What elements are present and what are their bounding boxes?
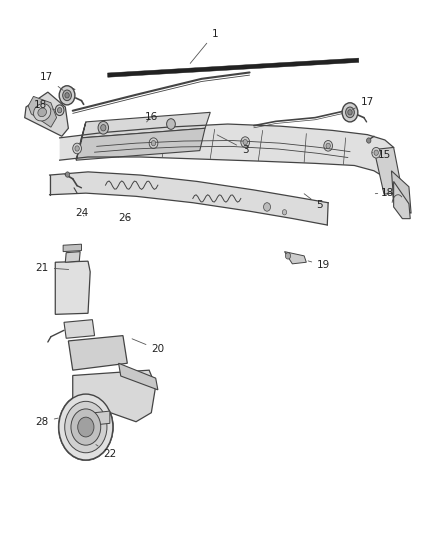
- Text: 3: 3: [217, 135, 248, 155]
- Text: 20: 20: [132, 339, 164, 354]
- Text: 1: 1: [190, 29, 218, 63]
- Circle shape: [71, 409, 101, 445]
- Circle shape: [348, 110, 352, 115]
- Text: 28: 28: [35, 417, 58, 427]
- Circle shape: [59, 394, 113, 460]
- Polygon shape: [49, 172, 328, 225]
- Text: 17: 17: [40, 72, 63, 91]
- Text: 26: 26: [119, 213, 132, 223]
- Circle shape: [75, 146, 79, 151]
- Circle shape: [243, 140, 247, 145]
- Polygon shape: [65, 252, 80, 262]
- Circle shape: [149, 138, 158, 149]
- Circle shape: [367, 138, 371, 143]
- Circle shape: [98, 122, 109, 134]
- Polygon shape: [64, 320, 95, 338]
- Polygon shape: [68, 336, 127, 370]
- Text: 18: 18: [375, 188, 394, 198]
- Ellipse shape: [34, 103, 51, 121]
- Circle shape: [283, 209, 287, 215]
- Ellipse shape: [38, 108, 46, 117]
- Circle shape: [55, 105, 64, 116]
- Text: 19: 19: [308, 261, 330, 270]
- Circle shape: [372, 148, 381, 158]
- Circle shape: [264, 203, 271, 211]
- Circle shape: [286, 253, 290, 259]
- Polygon shape: [374, 148, 403, 194]
- Circle shape: [374, 150, 378, 156]
- Polygon shape: [95, 411, 110, 425]
- Polygon shape: [25, 92, 68, 136]
- Circle shape: [342, 103, 358, 122]
- Circle shape: [78, 417, 94, 437]
- Circle shape: [57, 108, 62, 113]
- Circle shape: [65, 172, 70, 177]
- Polygon shape: [73, 370, 155, 422]
- Circle shape: [151, 141, 155, 146]
- Circle shape: [324, 141, 332, 151]
- Circle shape: [326, 143, 330, 149]
- Circle shape: [101, 125, 106, 131]
- Text: 21: 21: [35, 263, 69, 272]
- Circle shape: [59, 86, 75, 105]
- Polygon shape: [60, 124, 394, 200]
- Text: 5: 5: [304, 194, 323, 211]
- Circle shape: [241, 137, 250, 148]
- Polygon shape: [285, 252, 306, 264]
- Text: 16: 16: [145, 111, 158, 122]
- Polygon shape: [394, 181, 410, 219]
- Polygon shape: [76, 128, 205, 160]
- Polygon shape: [76, 122, 86, 160]
- Polygon shape: [81, 112, 210, 138]
- Circle shape: [73, 143, 81, 154]
- Text: 22: 22: [96, 445, 117, 458]
- Polygon shape: [55, 261, 90, 314]
- Circle shape: [166, 119, 175, 130]
- Text: 15: 15: [372, 150, 392, 160]
- Polygon shape: [28, 96, 57, 127]
- Text: 17: 17: [353, 96, 374, 109]
- Text: 18: 18: [33, 100, 55, 110]
- Circle shape: [65, 401, 107, 453]
- Text: 24: 24: [75, 208, 88, 219]
- Polygon shape: [108, 58, 359, 77]
- Polygon shape: [119, 364, 158, 390]
- Circle shape: [63, 90, 71, 101]
- Circle shape: [65, 93, 69, 98]
- Circle shape: [346, 107, 354, 118]
- Polygon shape: [392, 171, 411, 213]
- Polygon shape: [63, 244, 81, 252]
